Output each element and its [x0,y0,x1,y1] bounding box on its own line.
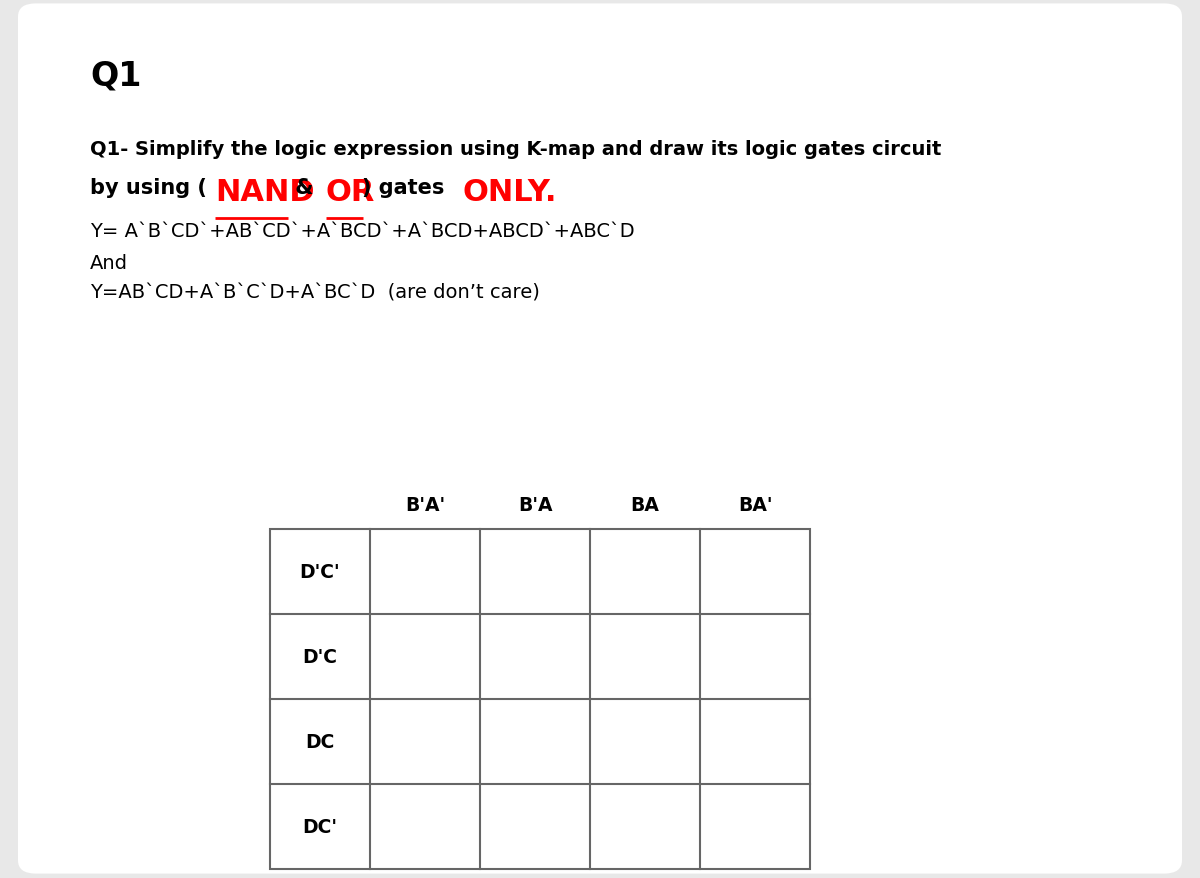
Text: B'A': B'A' [404,495,445,515]
Bar [270,529,810,869]
Text: DC': DC' [302,817,337,836]
Text: BA: BA [630,495,660,515]
Text: And: And [90,254,128,273]
Text: Q1: Q1 [90,60,142,93]
Text: BA': BA' [738,495,773,515]
Text: DC: DC [305,732,335,752]
Text: D'C: D'C [302,647,337,666]
Text: &: & [288,178,322,198]
Text: Y=AB`CD+A`B`C`D+A`BC`D  (are don’t care): Y=AB`CD+A`B`C`D+A`BC`D (are don’t care) [90,284,540,303]
Text: D'C': D'C' [300,563,341,581]
Text: NAND: NAND [215,178,314,206]
Text: OR: OR [326,178,376,206]
Text: ONLY.: ONLY. [462,178,557,206]
Text: Y= A`B`CD`+AB`CD`+A`BCD`+A`BCD+ABCD`+ABC`D: Y= A`B`CD`+AB`CD`+A`BCD`+A`BCD+ABCD`+ABC… [90,222,635,241]
Text: by using (: by using ( [90,178,206,198]
Text: ) gates: ) gates [362,178,452,198]
Text: Q1- Simplify the logic expression using K-map and draw its logic gates circuit: Q1- Simplify the logic expression using … [90,140,941,159]
Text: B'A: B'A [517,495,552,515]
